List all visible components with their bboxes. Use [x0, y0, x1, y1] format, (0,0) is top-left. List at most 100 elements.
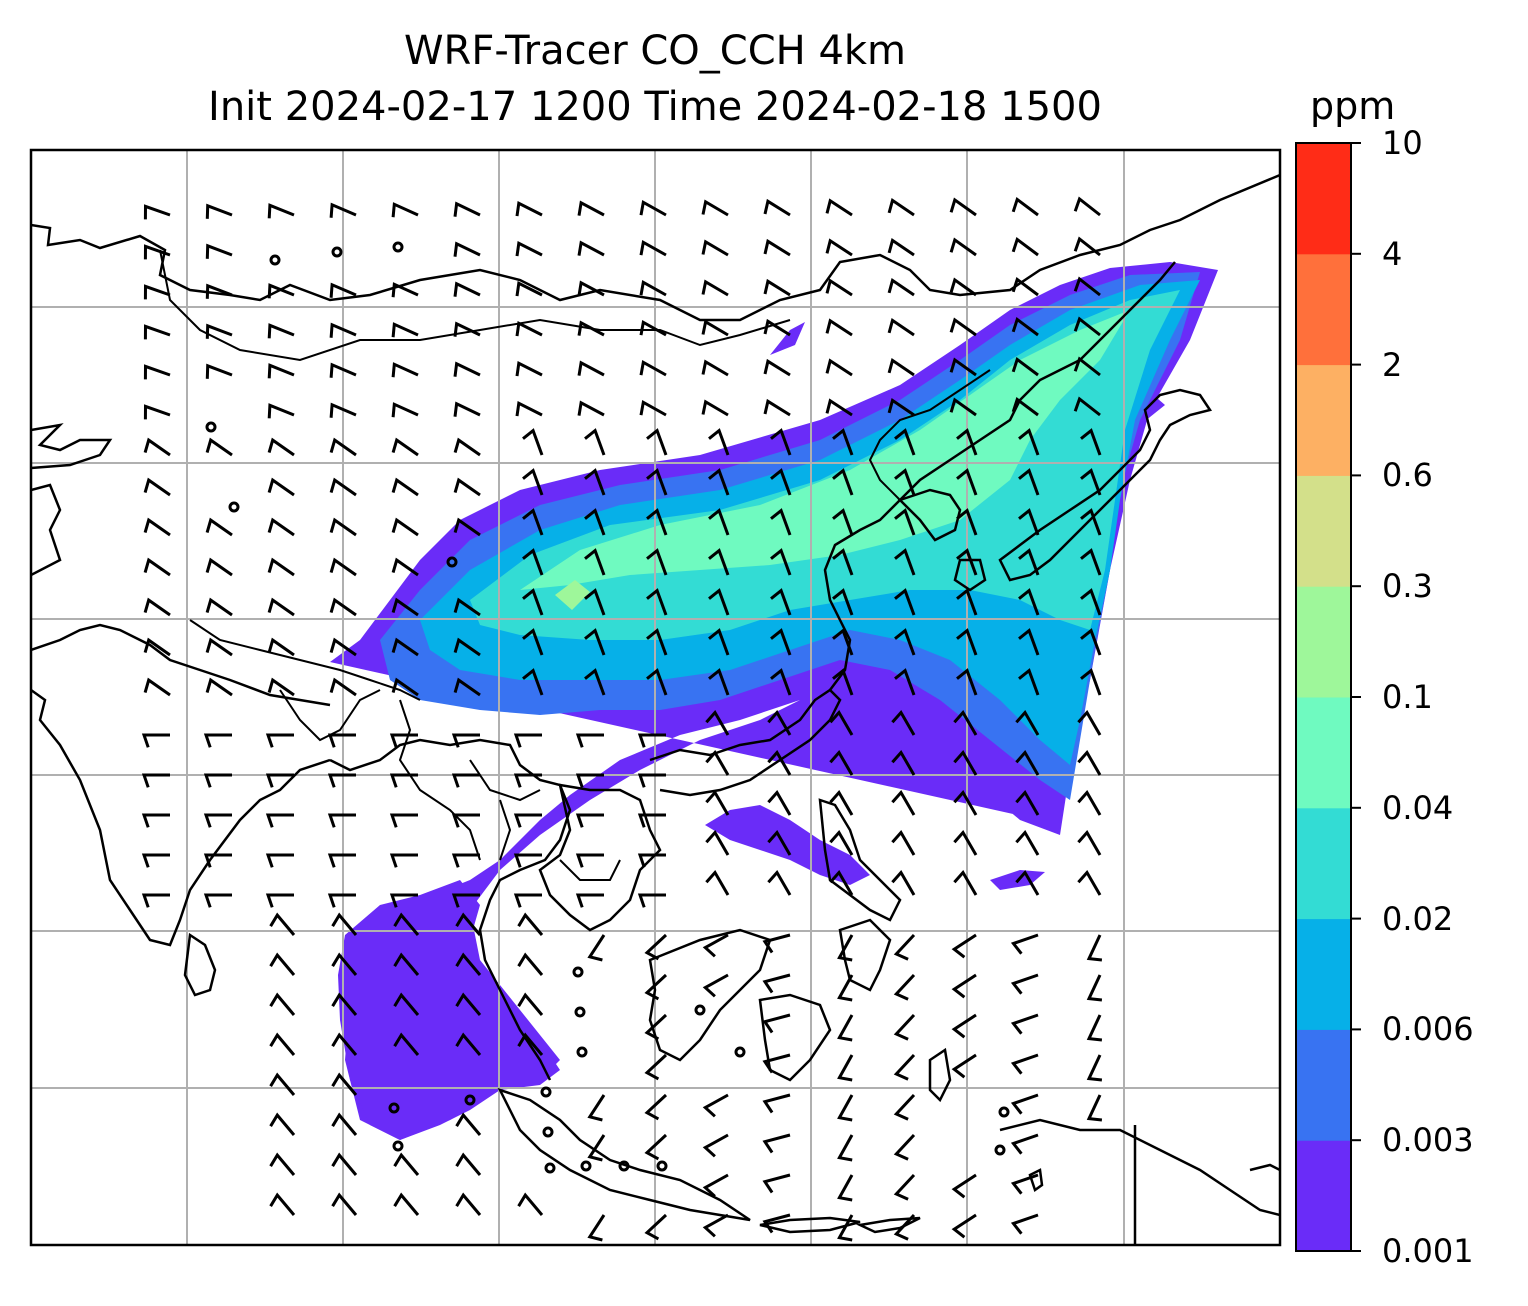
wind-barb [522, 668, 544, 696]
wind-barb [1073, 396, 1101, 417]
wind-barb [825, 278, 853, 297]
wind-barb [837, 1134, 854, 1162]
wind-barb [887, 317, 915, 337]
wind-barb [1080, 588, 1102, 616]
calm-wind-marker [464, 1094, 476, 1106]
wind-barb [522, 468, 544, 496]
wind-barb [391, 402, 419, 418]
wind-barb [577, 360, 605, 377]
calm-wind-marker [618, 1160, 630, 1172]
wind-barb [451, 733, 480, 748]
wind-barb [515, 241, 543, 257]
wind-barb [327, 813, 356, 828]
wind-barb [393, 1032, 420, 1056]
wind-barb [451, 813, 480, 828]
wind-barb [956, 668, 978, 696]
wind-barb [584, 508, 606, 536]
wind-barb [1010, 1133, 1039, 1155]
wind-barb [894, 628, 916, 656]
wind-barb [891, 829, 916, 856]
wind-barb [637, 853, 666, 868]
wind-barb [832, 628, 854, 656]
wind-barb [391, 597, 419, 617]
wind-barb [143, 244, 171, 260]
wind-barb [517, 912, 544, 936]
wind-barb [453, 637, 481, 657]
wind-barb [141, 813, 170, 828]
wind-barb [265, 773, 294, 788]
wind-barb [639, 399, 667, 417]
wind-barb [453, 201, 481, 217]
wind-barb [522, 428, 544, 456]
wind-barb [267, 363, 295, 379]
wind-barb [393, 1152, 420, 1176]
wind-barb [587, 1134, 606, 1162]
wind-barb [143, 557, 171, 577]
wind-barb [389, 853, 418, 868]
calm-wind-marker [269, 254, 281, 266]
wind-barb [829, 829, 854, 856]
wind-barb [584, 668, 606, 696]
wind-barb [1010, 1013, 1039, 1035]
wind-barb [389, 893, 418, 908]
wind-barb [1015, 749, 1040, 776]
wind-barb [329, 597, 357, 617]
wind-barb [143, 597, 171, 617]
wind-barb [701, 199, 729, 217]
wind-barb [265, 813, 294, 828]
wind-barb [644, 1013, 668, 1041]
wind-barb [1080, 548, 1102, 576]
wind-barb [949, 277, 977, 297]
wind-barb [705, 709, 730, 736]
wind-barb [141, 853, 170, 868]
wind-barb [329, 437, 357, 457]
wind-barb [708, 428, 730, 456]
calm-wind-marker [694, 1004, 706, 1016]
wind-barb [267, 677, 295, 697]
wind-barb [584, 588, 606, 616]
wind-barb [894, 468, 916, 496]
wind-barb [646, 508, 668, 536]
wind-barb [1086, 1054, 1103, 1082]
wind-barb [832, 668, 854, 696]
wind-barb [453, 361, 481, 377]
colorbar-segment [1296, 807, 1351, 920]
wind-barb [1086, 1014, 1103, 1042]
wind-barb [331, 1032, 358, 1056]
wind-barb [893, 1013, 916, 1041]
wind-barb [329, 402, 357, 418]
wind-barb [453, 477, 481, 497]
wind-barb [953, 709, 978, 736]
wind-barb [451, 773, 480, 788]
wind-barb [951, 1173, 977, 1199]
wind-barb [825, 398, 853, 417]
wind-barb [393, 952, 420, 976]
calm-wind-marker [446, 556, 458, 568]
wind-barb [203, 813, 232, 828]
chart-subtitle: Init 2024-02-17 1200 Time 2024-02-18 150… [208, 84, 1102, 130]
wind-barb [205, 677, 233, 697]
wind-barb [762, 1133, 791, 1154]
wind-barb [1011, 316, 1039, 337]
wind-barb [767, 869, 792, 896]
wind-barb [832, 428, 854, 456]
wind-barb [1073, 356, 1101, 377]
wind-barb [389, 813, 418, 828]
wind-barb [762, 1013, 791, 1034]
wind-barb [1018, 428, 1040, 456]
calm-wind-marker [574, 1006, 586, 1018]
wind-barb [646, 548, 668, 576]
wind-barb [644, 973, 668, 1001]
wind-barb [893, 933, 916, 961]
colorbar-segment [1296, 1140, 1351, 1252]
wind-barb [705, 869, 730, 896]
wind-barb [762, 1213, 791, 1234]
wind-barb [327, 773, 356, 788]
wind-barb [1010, 1093, 1039, 1115]
wind-barb [708, 548, 730, 576]
wind-barb [644, 1053, 668, 1081]
wind-barb [331, 1112, 358, 1136]
wind-barb [708, 588, 730, 616]
wind-barb [515, 281, 543, 297]
wind-barb [267, 437, 295, 457]
